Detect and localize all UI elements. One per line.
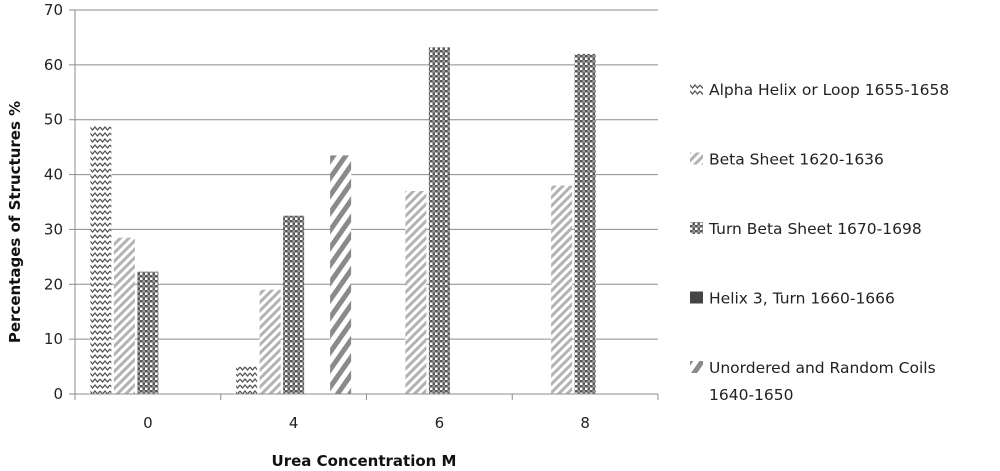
bar: [428, 47, 450, 394]
bar: [551, 185, 573, 394]
y-tick-label: 70: [44, 1, 63, 19]
bar: [113, 237, 135, 394]
bar: [574, 53, 596, 395]
x-tick-label: 8: [580, 414, 590, 432]
gridlines: [75, 9, 658, 340]
bar: [90, 125, 112, 394]
legend-label: Helix 3, Turn 1660-1666: [709, 290, 895, 308]
y-axis-ticks: 0 10 20 30 40 50 60 70: [44, 1, 75, 403]
y-tick-label: 10: [44, 330, 63, 348]
legend-swatch: [690, 361, 703, 373]
x-tick-label: 0: [143, 414, 153, 432]
bars: [90, 47, 596, 395]
x-axis-title: Urea Concentration M: [272, 452, 457, 470]
y-tick-label: 60: [44, 56, 63, 74]
legend-label: Turn Beta Sheet 1670-1698: [708, 220, 922, 238]
legend-label: Beta Sheet 1620-1636: [709, 151, 884, 169]
x-axis-ticks: 0 4 6 8: [74, 394, 659, 432]
bar: [330, 155, 352, 394]
bar: [236, 366, 258, 394]
y-tick-label: 50: [44, 111, 63, 129]
bar: [405, 191, 427, 394]
y-tick-label: 40: [44, 166, 63, 184]
y-tick-label: 30: [44, 220, 63, 238]
bar: [259, 289, 281, 394]
bar: [283, 215, 305, 394]
legend-swatch: [690, 222, 703, 234]
legend-label: Unordered and Random Coils 1640-1650: [709, 359, 936, 404]
legend: Alpha Helix or Loop 1655-1658 Beta Sheet …: [690, 81, 949, 404]
legend-swatch: [690, 152, 703, 165]
bar: [137, 271, 159, 394]
y-axis-title: Percentages of Structures %: [6, 101, 24, 343]
x-tick-label: 6: [435, 414, 445, 432]
legend-swatch: [690, 291, 703, 304]
x-tick-label: 4: [289, 414, 299, 432]
legend-label: Alpha Helix or Loop 1655-1658: [709, 81, 949, 99]
y-tick-label: 0: [53, 385, 63, 403]
legend-swatch: [690, 83, 703, 95]
y-tick-label: 20: [44, 275, 63, 293]
